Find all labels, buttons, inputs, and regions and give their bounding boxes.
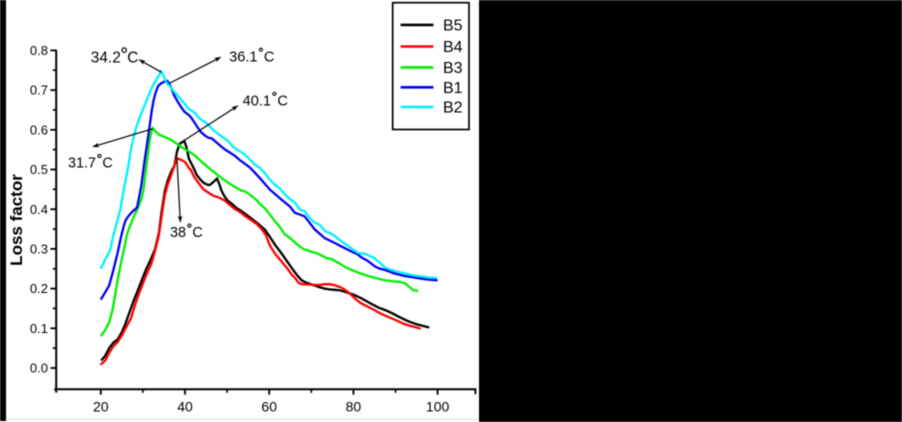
svg-text:C: C [277, 93, 288, 109]
svg-text:31.7: 31.7 [68, 155, 96, 171]
svg-text:0.2: 0.2 [30, 281, 48, 296]
svg-text:B2: B2 [443, 100, 463, 117]
svg-text:0.8: 0.8 [30, 43, 48, 58]
svg-text:0.4: 0.4 [30, 202, 48, 217]
svg-text:20: 20 [93, 398, 109, 414]
svg-text:C: C [264, 49, 275, 65]
svg-text:0.0: 0.0 [30, 361, 48, 376]
svg-text:0.3: 0.3 [30, 242, 48, 257]
svg-text:Loss factor: Loss factor [7, 174, 26, 266]
svg-text:0.6: 0.6 [30, 122, 48, 137]
svg-text:60: 60 [261, 398, 277, 414]
svg-text:34.2: 34.2 [91, 49, 121, 66]
svg-text:40.1: 40.1 [243, 93, 271, 109]
svg-text:0.1: 0.1 [30, 321, 48, 336]
svg-text:C: C [102, 155, 112, 171]
svg-text:36.1: 36.1 [229, 49, 257, 65]
svg-text:38: 38 [170, 225, 186, 241]
svg-text:40: 40 [177, 398, 193, 414]
svg-text:C: C [127, 49, 138, 66]
svg-text:B4: B4 [443, 39, 463, 56]
svg-text:B5: B5 [443, 18, 463, 35]
svg-text:80: 80 [346, 398, 362, 414]
svg-text:0.7: 0.7 [30, 83, 48, 98]
svg-text:B3: B3 [443, 60, 463, 77]
svg-text:B1: B1 [443, 80, 463, 97]
svg-text:C: C [192, 225, 202, 241]
svg-text:0.5: 0.5 [30, 162, 48, 177]
svg-text:100: 100 [426, 398, 450, 414]
